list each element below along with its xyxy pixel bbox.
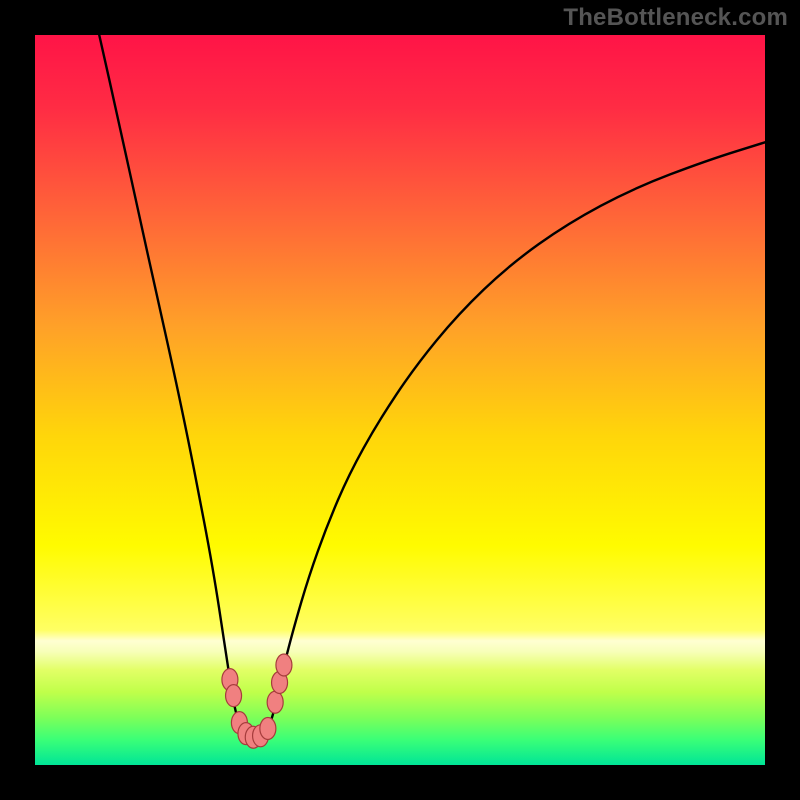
stage: TheBottleneck.com <box>0 0 800 800</box>
valley-marker <box>260 718 276 740</box>
valley-marker <box>226 685 242 707</box>
valley-marker <box>267 691 283 713</box>
plot-area <box>35 35 765 765</box>
gradient-background <box>35 35 765 765</box>
plot-svg <box>35 35 765 765</box>
valley-marker <box>276 654 292 676</box>
watermark-text: TheBottleneck.com <box>563 4 788 31</box>
watermark: TheBottleneck.com <box>563 4 788 32</box>
